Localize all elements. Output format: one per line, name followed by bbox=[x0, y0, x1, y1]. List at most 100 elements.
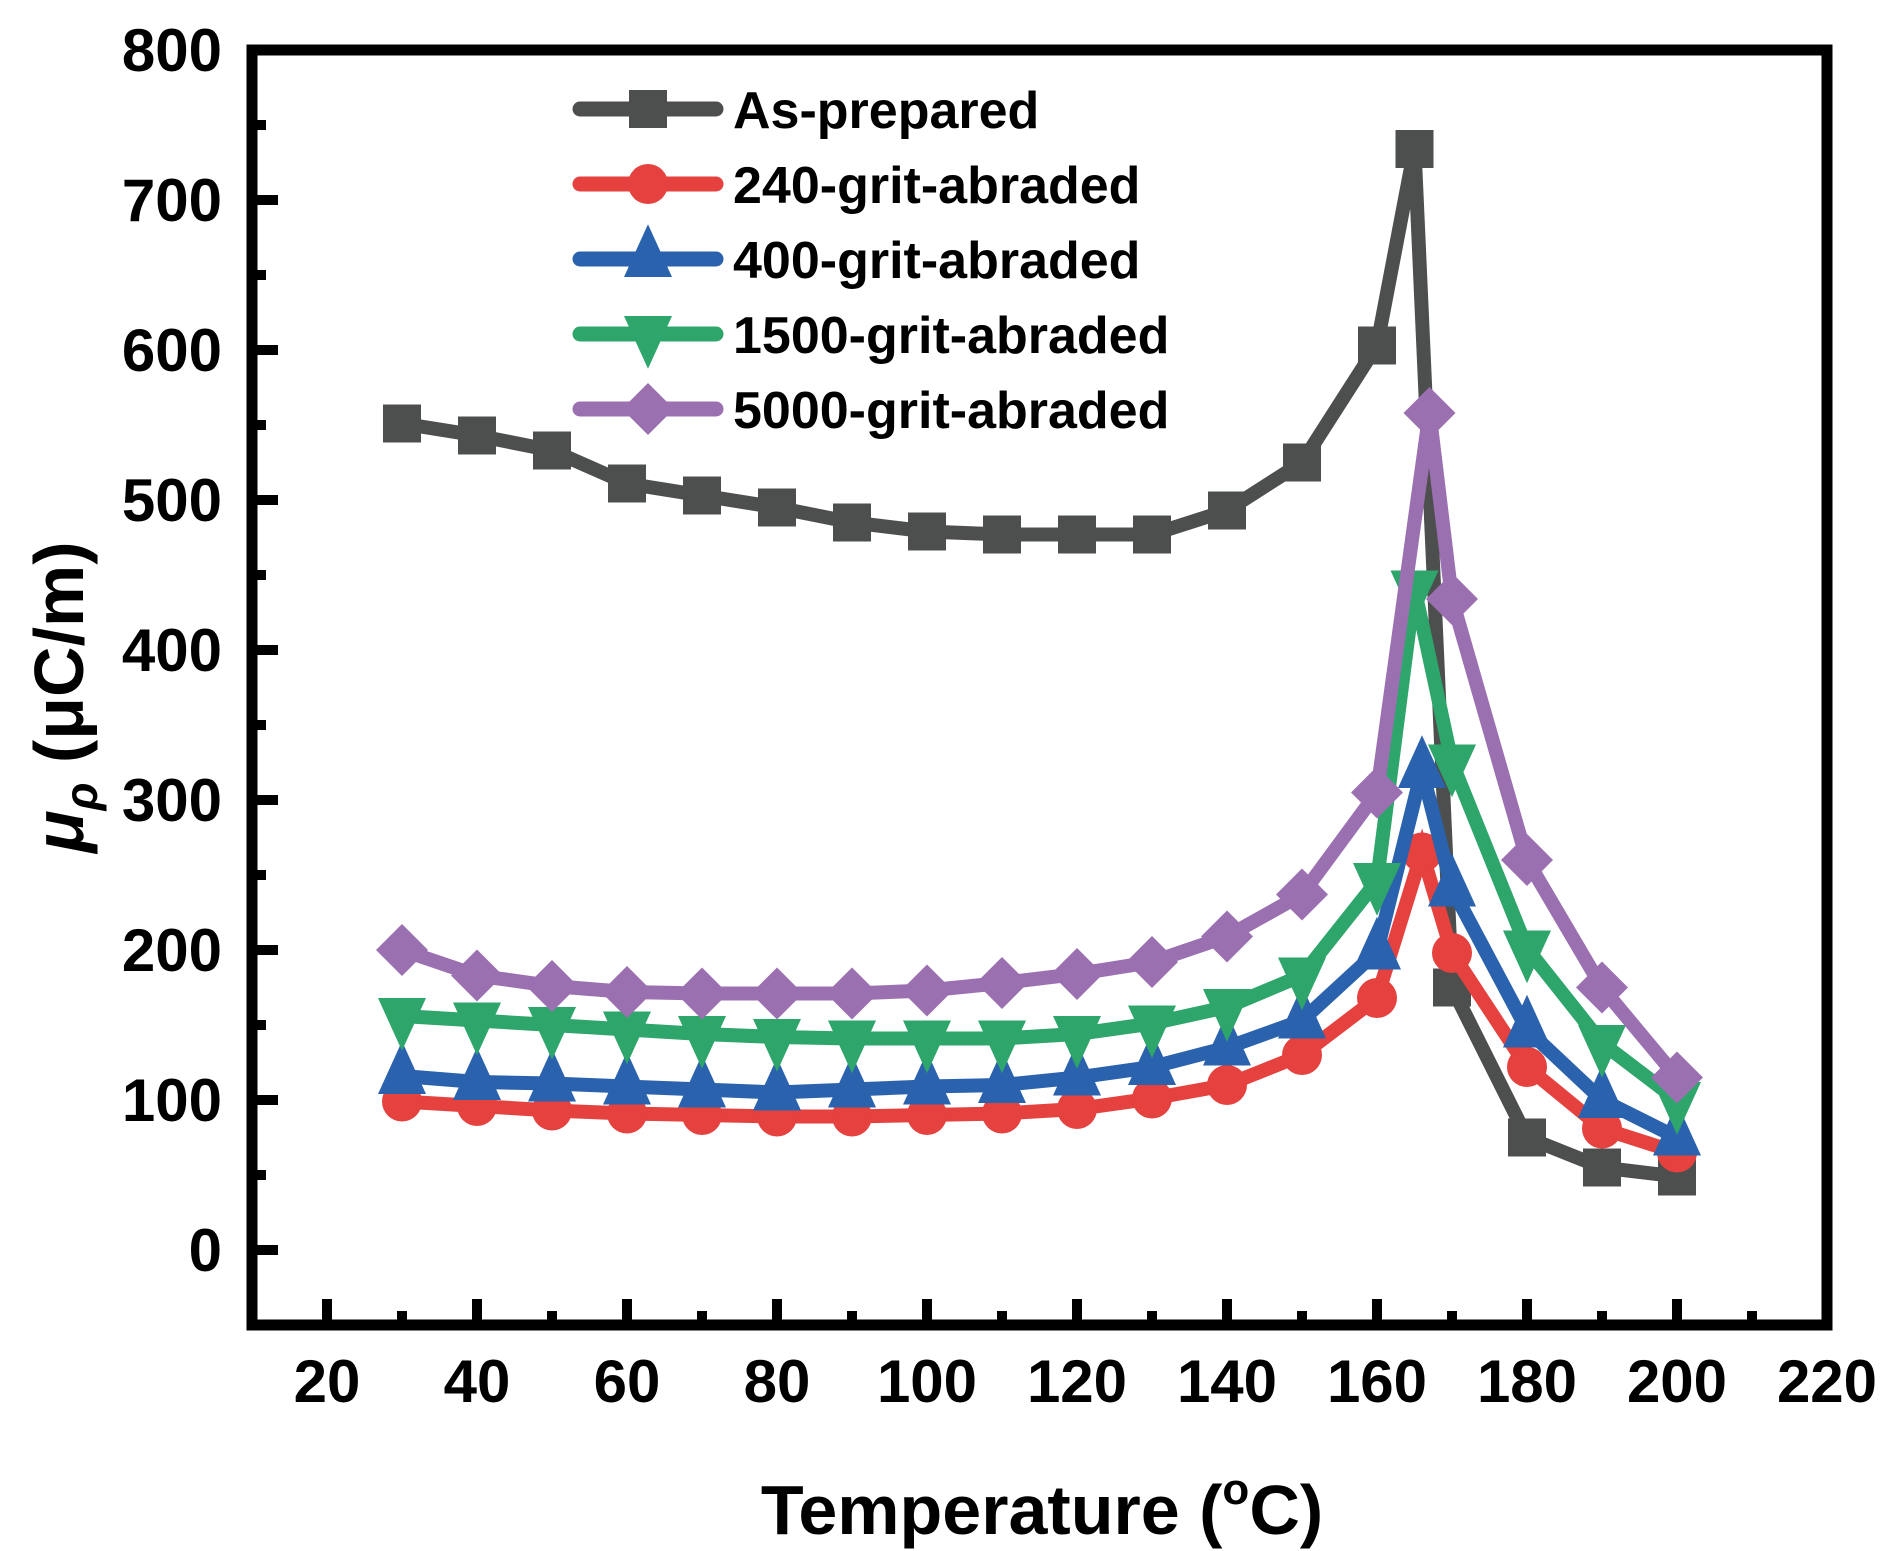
data-point bbox=[907, 1095, 947, 1135]
y-axis-title: μρ (μC/m) bbox=[20, 541, 107, 854]
data-point bbox=[533, 431, 571, 470]
data-point bbox=[1503, 930, 1551, 984]
data-point bbox=[1201, 910, 1253, 963]
x-axis-title: Temperature (oC) bbox=[761, 1465, 1323, 1549]
data-point bbox=[833, 503, 871, 542]
data-point bbox=[1432, 933, 1472, 973]
data-point bbox=[453, 1002, 501, 1056]
legend-label: As-prepared bbox=[733, 82, 1039, 140]
data-point bbox=[903, 1020, 951, 1074]
data-point bbox=[1053, 1042, 1101, 1096]
axes-layer: 20 40 60 80 100 120 140 160 180 200 220 0 100 200 300 4… bbox=[122, 17, 1877, 1415]
data-point bbox=[1207, 1065, 1247, 1105]
x-axis-title-main: Temperature ( bbox=[761, 1471, 1223, 1549]
data-point bbox=[1132, 1078, 1172, 1119]
data-point bbox=[526, 960, 578, 1012]
series-line bbox=[399, 412, 1683, 1082]
series-line bbox=[401, 587, 1682, 1106]
data-point bbox=[1353, 863, 1401, 916]
x-tick-label: 220 bbox=[1777, 1348, 1877, 1415]
data-point bbox=[1651, 1051, 1703, 1104]
data-point bbox=[453, 1047, 501, 1100]
data-point bbox=[908, 512, 946, 551]
data-point bbox=[1208, 491, 1246, 530]
data-point bbox=[1357, 978, 1397, 1018]
data-point bbox=[976, 957, 1028, 1009]
series-layer bbox=[376, 130, 1703, 1196]
data-point bbox=[608, 464, 646, 503]
data-point bbox=[603, 1051, 651, 1105]
x-tick-label: 200 bbox=[1627, 1348, 1727, 1415]
series-line bbox=[401, 768, 1681, 1144]
data-point bbox=[676, 967, 728, 1020]
data-point bbox=[1428, 853, 1476, 907]
data-point bbox=[978, 1050, 1026, 1103]
x-tick-label: 140 bbox=[1177, 1348, 1277, 1415]
data-point bbox=[678, 1016, 726, 1069]
data-point bbox=[1278, 985, 1326, 1039]
data-point bbox=[1128, 1032, 1176, 1085]
data-point bbox=[1058, 515, 1096, 554]
data-point bbox=[1133, 515, 1171, 554]
data-point bbox=[1576, 961, 1628, 1014]
data-point bbox=[1278, 957, 1326, 1011]
series-1500-grit-abraded bbox=[378, 570, 1701, 1135]
data-point bbox=[383, 404, 421, 443]
series-240-grit-abraded bbox=[382, 828, 1697, 1173]
data-point bbox=[1282, 1035, 1322, 1075]
x-tick-label: 60 bbox=[594, 1348, 661, 1415]
x-tick-label: 40 bbox=[444, 1348, 511, 1415]
data-point bbox=[1126, 936, 1178, 988]
data-point bbox=[601, 966, 653, 1018]
data-point bbox=[678, 1054, 726, 1108]
y-tick-label: 100 bbox=[122, 1067, 222, 1134]
x-tick-label: 180 bbox=[1477, 1348, 1577, 1415]
legend: As-prepared 240-grit-abraded 400-grit-abra… bbox=[572, 82, 1169, 440]
data-point bbox=[758, 488, 796, 527]
data-point bbox=[528, 1048, 576, 1102]
legend-label: 1500-grit-abraded bbox=[733, 307, 1169, 365]
data-point bbox=[1358, 326, 1396, 365]
x-tick-label: 160 bbox=[1327, 1348, 1427, 1415]
x-axis-title-degree: o bbox=[1222, 1465, 1249, 1514]
legend-marker bbox=[629, 90, 667, 128]
data-point bbox=[451, 949, 503, 1002]
legend-marker bbox=[628, 164, 668, 204]
legend-item: 5000-grit-abraded bbox=[572, 382, 1169, 440]
y-tick-label: 700 bbox=[122, 167, 222, 234]
data-point bbox=[1398, 735, 1446, 788]
data-point bbox=[1051, 948, 1103, 1000]
data-point bbox=[828, 1020, 876, 1074]
data-point bbox=[751, 967, 803, 1020]
data-point bbox=[378, 1041, 426, 1094]
data-point bbox=[1653, 1082, 1701, 1135]
legend-label: 5000-grit-abraded bbox=[733, 382, 1169, 440]
y-tick-label: 500 bbox=[122, 467, 222, 534]
legend-label: 240-grit-abraded bbox=[733, 157, 1140, 215]
legend-marker bbox=[624, 224, 672, 277]
y-axis-title-unit: (μC/m) bbox=[20, 541, 98, 782]
data-point bbox=[1053, 1016, 1101, 1069]
legend-item: 1500-grit-abraded bbox=[572, 307, 1169, 369]
data-point bbox=[1128, 1005, 1176, 1059]
data-point bbox=[901, 964, 953, 1017]
data-point bbox=[1582, 1108, 1622, 1149]
legend-item: 400-grit-abraded bbox=[572, 224, 1140, 290]
data-point bbox=[1578, 1025, 1626, 1078]
data-point bbox=[1276, 868, 1328, 921]
x-tick-label: 120 bbox=[1027, 1348, 1127, 1415]
data-point bbox=[1503, 994, 1551, 1048]
data-point bbox=[1353, 916, 1401, 970]
y-tick-label: 600 bbox=[122, 317, 222, 384]
data-point bbox=[1203, 989, 1251, 1042]
data-point bbox=[1508, 1118, 1546, 1157]
data-point bbox=[1283, 443, 1321, 482]
x-tick-label: 100 bbox=[877, 1348, 977, 1415]
x-tick-label: 80 bbox=[744, 1348, 811, 1415]
x-axis-title-unit: C) bbox=[1249, 1471, 1323, 1549]
data-point bbox=[1351, 766, 1403, 819]
data-point bbox=[1402, 832, 1442, 873]
data-point bbox=[978, 1020, 1026, 1074]
data-point bbox=[982, 1093, 1022, 1134]
data-point bbox=[826, 967, 878, 1020]
